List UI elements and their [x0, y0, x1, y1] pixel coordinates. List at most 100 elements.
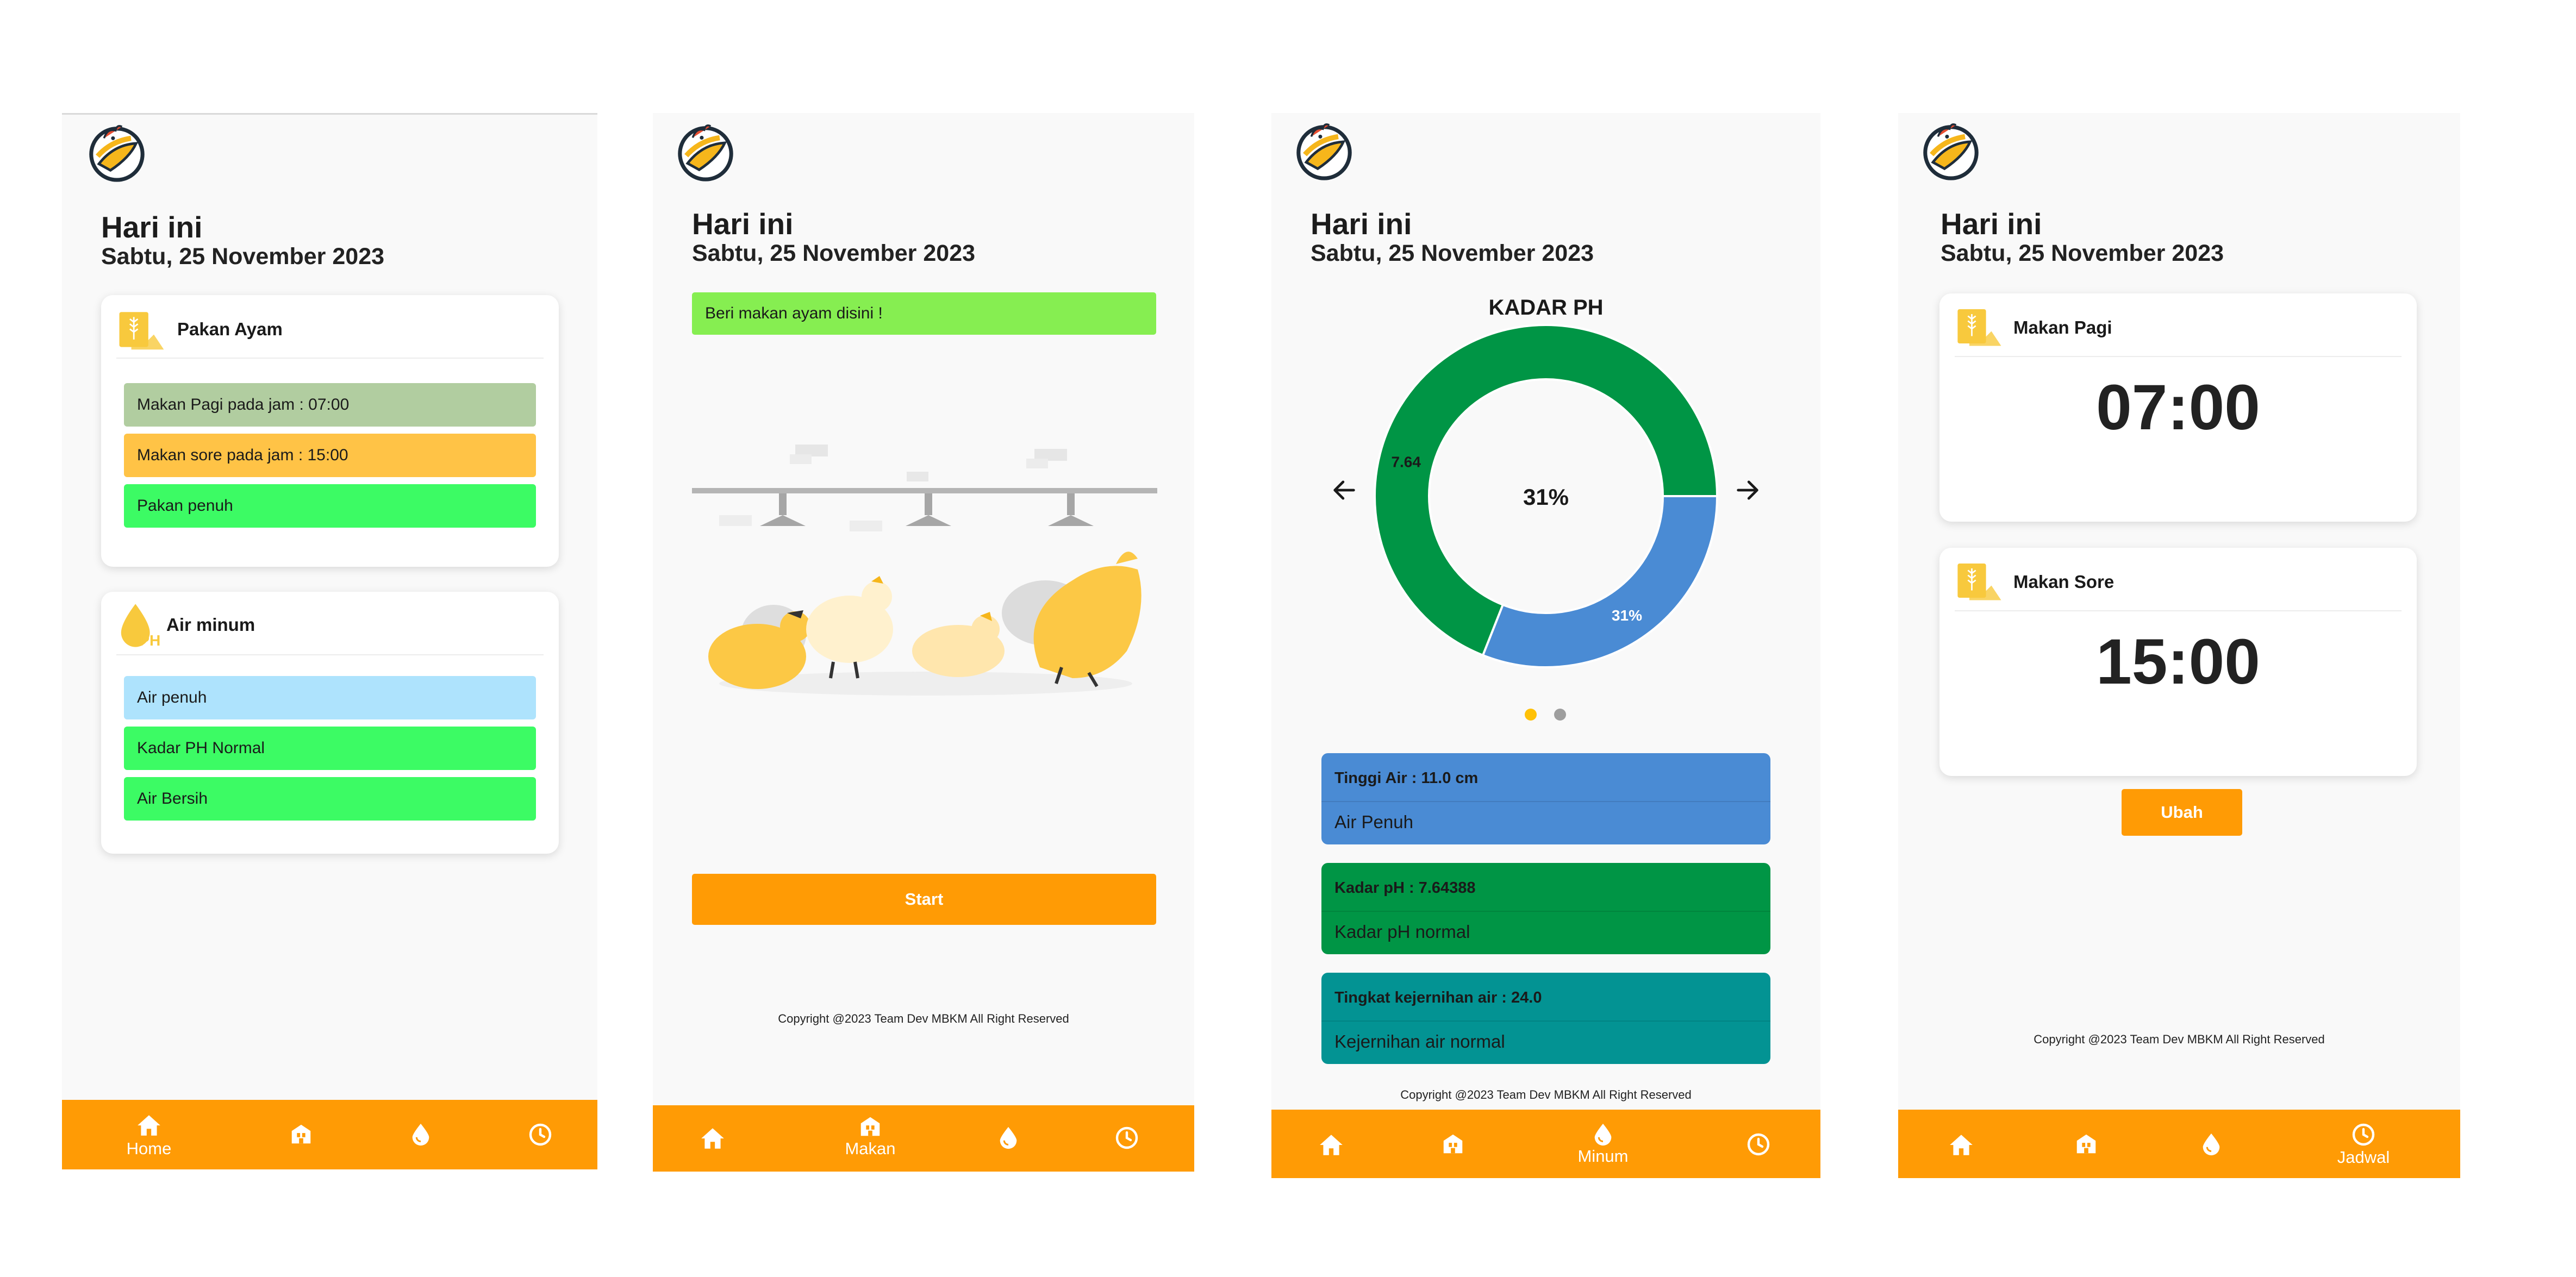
bottom-nav: Jadwal	[1898, 1110, 2460, 1178]
bottom-nav: Makan	[653, 1105, 1194, 1172]
minum-screen: Hari ini Sabtu, 25 November 2023 KADAR P…	[1271, 113, 1820, 1178]
ph-level-card: Kadar pH : 7.64388 Kadar pH normal	[1321, 863, 1770, 954]
clock-icon	[2350, 1122, 2377, 1148]
makan-screen: Hari ini Sabtu, 25 November 2023 Beri ma…	[653, 113, 1194, 1172]
carousel-dot[interactable]	[1554, 709, 1566, 721]
card-title: Makan Pagi	[2013, 317, 2112, 337]
wheat-icon	[116, 307, 166, 357]
makan-sore-card: Makan Sore 15:00	[1939, 548, 2417, 776]
nav-minum[interactable]	[404, 1122, 437, 1147]
water-drop-icon	[996, 1125, 1021, 1150]
card-header: Makan Sore	[1955, 548, 2402, 611]
card-header: Pakan Ayam	[116, 295, 544, 359]
card-title: Air minum	[166, 615, 255, 635]
barn-icon	[1440, 1131, 1465, 1156]
clarity-card: Tingkat kejernihan air : 24.0 Kejernihan…	[1321, 973, 1770, 1064]
chicken-logo-icon	[1919, 117, 1983, 181]
copyright: Copyright @2023 Team Dev MBKM All Right …	[1400, 1088, 1692, 1101]
nav-home[interactable]	[696, 1125, 729, 1152]
date-label: Sabtu, 25 November 2023	[1311, 240, 1594, 266]
pie-slice-1	[1481, 495, 1719, 668]
page-title: Hari ini	[101, 210, 203, 244]
ph-donut-chart: 31% 7.64 31%	[1374, 324, 1719, 668]
nav-minum[interactable]	[2195, 1131, 2228, 1156]
nav-makan[interactable]: Makan	[832, 1114, 908, 1159]
pagi-time: 07:00	[2096, 372, 2260, 443]
pie-slice-0	[1374, 324, 1719, 657]
feed-banner: Beri makan ayam disini !	[692, 292, 1156, 335]
nav-label: Home	[126, 1139, 172, 1158]
slice-label-green: 7.64	[1391, 454, 1421, 471]
home-icon	[1318, 1131, 1345, 1159]
chicken-logo-icon	[85, 119, 149, 183]
nav-makan[interactable]	[1437, 1131, 1469, 1156]
card-title: Pakan Ayam	[177, 319, 283, 339]
nav-minum[interactable]: Minum	[1565, 1122, 1641, 1166]
divider	[1321, 911, 1770, 912]
slice-label-blue: 31%	[1612, 607, 1642, 624]
nav-makan[interactable]	[2070, 1131, 2103, 1156]
chicken-logo-icon	[1292, 117, 1356, 181]
wheat-icon	[1955, 304, 2004, 353]
chicken-logo-icon	[673, 118, 738, 183]
ph-drop-icon	[116, 602, 164, 649]
barn-icon	[289, 1122, 314, 1147]
bottom-nav: Home	[62, 1100, 597, 1169]
makan-pagi-card: Makan Pagi 07:00	[1939, 293, 2417, 522]
divider	[1321, 1021, 1770, 1022]
divider	[1321, 801, 1770, 802]
clock-icon	[1114, 1125, 1140, 1151]
date-label: Sabtu, 25 November 2023	[101, 243, 385, 270]
arrow-left-icon[interactable]	[1330, 476, 1358, 504]
chart-title: KADAR PH	[1488, 296, 1604, 320]
home-screen: Hari ini Sabtu, 25 November 2023 Pakan A…	[62, 113, 597, 1169]
card-title: Makan Sore	[2013, 572, 2115, 592]
stat-title: Kadar pH : 7.64388	[1334, 879, 1476, 897]
list-item: Kadar PH Normal	[124, 727, 536, 770]
water-drop-icon	[2199, 1131, 2224, 1156]
clock-icon	[527, 1122, 553, 1148]
card-header: Air minum	[116, 592, 544, 655]
ubah-button[interactable]: Ubah	[2122, 789, 2242, 836]
nav-jadwal[interactable]	[1742, 1131, 1775, 1157]
nav-label: Jadwal	[2337, 1148, 2390, 1167]
carousel-dot-active[interactable]	[1525, 709, 1537, 721]
nav-jadwal[interactable]	[1111, 1125, 1143, 1151]
home-icon	[699, 1125, 726, 1152]
barn-icon	[2074, 1131, 2099, 1156]
home-icon	[1948, 1131, 1975, 1159]
water-drop-icon	[1590, 1122, 1616, 1147]
nav-jadwal[interactable]	[524, 1122, 557, 1148]
nav-jadwal[interactable]: Jadwal	[2325, 1122, 2402, 1167]
nav-makan[interactable]	[285, 1122, 317, 1147]
list-item: Makan sore pada jam : 15:00	[124, 434, 536, 477]
nav-home[interactable]	[1315, 1131, 1348, 1159]
stat-desc: Air Penuh	[1334, 812, 1413, 832]
home-icon	[135, 1112, 163, 1139]
list-item: Air penuh	[124, 676, 536, 719]
barn-icon	[858, 1114, 883, 1139]
copyright: Copyright @2023 Team Dev MBKM All Right …	[2034, 1032, 2325, 1046]
start-button[interactable]: Start	[692, 874, 1156, 925]
arrow-right-icon[interactable]	[1733, 476, 1762, 504]
pakan-card: Pakan Ayam Makan Pagi pada jam : 07:00 M…	[101, 295, 559, 567]
nav-minum[interactable]	[992, 1125, 1025, 1150]
list-item: Air Bersih	[124, 777, 536, 821]
clock-icon	[1745, 1131, 1772, 1157]
page-title: Hari ini	[1311, 207, 1412, 241]
list-item: Makan Pagi pada jam : 07:00	[124, 383, 536, 427]
nav-home[interactable]	[1945, 1131, 1978, 1159]
date-label: Sabtu, 25 November 2023	[1941, 240, 2224, 266]
card-header: Makan Pagi	[1955, 293, 2402, 357]
list-item: Pakan penuh	[124, 484, 536, 528]
chart-center-label: 31%	[1523, 484, 1569, 510]
nav-home[interactable]: Home	[122, 1112, 176, 1159]
page-title: Hari ini	[1941, 207, 2042, 241]
stat-title: Tinggi Air : 11.0 cm	[1334, 769, 1479, 787]
stat-title: Tingkat kejernihan air : 24.0	[1334, 989, 1542, 1006]
date-label: Sabtu, 25 November 2023	[692, 240, 976, 266]
nav-label: Makan	[845, 1139, 896, 1158]
stat-desc: Kadar pH normal	[1334, 922, 1470, 942]
chicken-feeder-illustration	[692, 445, 1157, 696]
water-level-card: Tinggi Air : 11.0 cm Air Penuh	[1321, 753, 1770, 844]
